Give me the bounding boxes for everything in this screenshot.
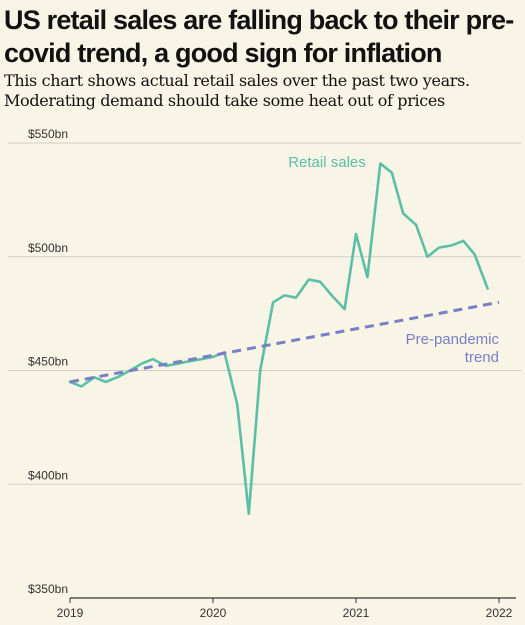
y-tick-label-400: $400bn xyxy=(28,468,68,482)
pre-pandemic-trend-label-line-1: Pre-pandemic xyxy=(406,331,500,348)
pre-pandemic-trend-label-line-2: trend xyxy=(465,349,499,366)
y-tick-label-350: $350bn xyxy=(28,582,68,596)
chart-title: US retail sales are falling back to thei… xyxy=(4,5,514,68)
x-tick-label-2021: 2021 xyxy=(343,606,370,620)
series-lines xyxy=(68,162,500,516)
grid-lines xyxy=(8,142,521,485)
chart-subtitle: This chart shows actual retail sales ove… xyxy=(4,71,470,110)
y-tick-label-450: $450bn xyxy=(28,355,68,369)
y-tick-label-550: $550bn xyxy=(28,127,68,141)
x-tick-label-2020: 2020 xyxy=(200,606,227,620)
y-axis-tick-labels: $550bn $500bn $450bn $400bn $350bn xyxy=(28,127,68,596)
y-tick-label-500: $500bn xyxy=(28,241,68,255)
x-tick-label-2019: 2019 xyxy=(57,606,84,620)
x-axis: 2019 2020 2021 2022 xyxy=(57,597,516,620)
retail-sales-label: Retail sales xyxy=(288,154,366,171)
x-tick-label-2022: 2022 xyxy=(486,606,513,620)
pre-pandemic-trend-line xyxy=(69,300,500,384)
retail-sales-line xyxy=(68,162,489,516)
